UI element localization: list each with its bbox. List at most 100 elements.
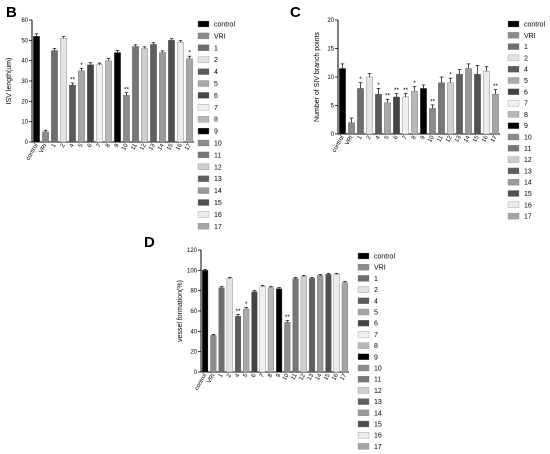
panel-b-bar-vri xyxy=(42,131,49,143)
panel-c-bar-vri xyxy=(348,122,355,135)
panel-b-x-tick-label: VRI xyxy=(39,143,49,155)
panel-c-legend-label: 10 xyxy=(524,135,532,142)
panel-c-significance-mark: ** xyxy=(403,87,409,94)
panel-c-y-tick-label: 10 xyxy=(327,75,334,81)
panel-c-legend-label: 9 xyxy=(524,123,528,130)
panel-b-x-tick-label: 8 xyxy=(105,142,112,148)
panel-b-legend-swatch xyxy=(197,80,210,87)
panel-b-bar-16 xyxy=(177,42,184,143)
panel-d-bar-17 xyxy=(341,282,348,373)
panel-d-legend-label: 11 xyxy=(374,377,381,384)
panel-d-bar-6 xyxy=(251,291,258,373)
panel-d: D 0 20 40 60 80 100 120 vessel formation(%) cont… xyxy=(144,234,395,451)
panel-c-x-tick-label: 17 xyxy=(490,134,499,143)
panel-c-bar-2 xyxy=(366,76,373,135)
panel-c-y-axis-label: Number of SIV branch points xyxy=(314,32,321,122)
panel-b-x-tick-label: 1 xyxy=(51,142,58,148)
panel-b-legend-label: 2 xyxy=(214,57,218,64)
panel-b-bar-control xyxy=(33,36,40,143)
panel-d-legend-swatch xyxy=(357,275,370,282)
panel-c-legend-label: 16 xyxy=(524,202,532,209)
panel-d-y-tick-label: 80 xyxy=(190,289,197,295)
panel-b-legend-label: 14 xyxy=(214,188,222,195)
panel-b-y-tick-label: 20 xyxy=(21,99,28,105)
panel-b-legend-label: 1 xyxy=(214,45,218,52)
panel-c-x-tick-label: 11 xyxy=(436,134,445,143)
panel-b-legend-swatch xyxy=(197,104,210,111)
panel-c-significance-mark: ** xyxy=(394,87,400,94)
panel-b-legend-swatch xyxy=(197,92,210,99)
panel-d-legend-label: 1 xyxy=(374,276,378,283)
panel-c-x-tick-label: 12 xyxy=(445,134,454,143)
panel-c-x-tick-label: 9 xyxy=(420,134,427,140)
panel-b-y-tick-label: 60 xyxy=(21,18,28,24)
panel-d-y-tick-label: 0 xyxy=(194,370,198,376)
panel-c-legend-swatch xyxy=(507,43,520,50)
panel-d-legend-swatch xyxy=(357,409,370,416)
panel-b-x-tick-label: 9 xyxy=(114,142,121,148)
panel-d-y-tick-label: 20 xyxy=(190,350,197,356)
panel-c-legend-swatch xyxy=(507,88,520,95)
panel-d-legend-label: 10 xyxy=(374,366,382,373)
panel-d-legend-swatch xyxy=(357,252,370,260)
panel-b-legend-label: 16 xyxy=(214,212,222,219)
panel-d-legend-label: 2 xyxy=(374,287,378,294)
panel-c-bar-14 xyxy=(465,68,472,135)
panel-c-legend-label: 2 xyxy=(524,55,528,62)
panel-b-x-tick-label: 5 xyxy=(78,142,85,148)
panel-d-x-tick-label: 8 xyxy=(267,372,274,378)
panel-c-significance-mark: * xyxy=(413,80,416,87)
panel-b-legend-label: VRI xyxy=(214,33,226,40)
panel-d-y-tick-label: 40 xyxy=(190,329,197,335)
panel-d-legend-swatch xyxy=(357,342,370,349)
panel-d-x-tick-label: 2 xyxy=(226,372,233,378)
panel-d-legend-swatch xyxy=(357,443,370,450)
panel-b-legend-label: 6 xyxy=(214,93,218,100)
panel-c-legend-swatch xyxy=(507,99,520,107)
panel-d-significance-mark: ** xyxy=(285,314,291,321)
panel-b-x-tick-label: 4 xyxy=(69,142,76,148)
panel-d-bar-10 xyxy=(284,322,291,373)
panel-b-bar-15 xyxy=(168,40,175,143)
panel-b-y-tick-label: 40 xyxy=(21,59,28,65)
panel-b-x-tick-label: 2 xyxy=(60,142,67,148)
panel-b-legend-label: control xyxy=(214,22,235,29)
panel-c-significance-mark: ** xyxy=(430,98,436,105)
panel-d-bar-2 xyxy=(226,278,233,373)
panel-c-legend-swatch xyxy=(507,54,520,62)
panel-b-y-tick-label: 50 xyxy=(21,38,28,44)
panel-d-y-tick-label: 120 xyxy=(187,248,198,254)
panel-c-bar-8 xyxy=(411,91,418,135)
panel-c-x-tick-label: 6 xyxy=(393,134,400,140)
panel-b-legend-label: 12 xyxy=(214,164,222,171)
panel-b-bar-10 xyxy=(123,95,130,143)
panel-b-legend-swatch xyxy=(197,187,210,194)
panel-b-bar-8 xyxy=(105,60,112,143)
panel-c-bar-11 xyxy=(438,82,445,135)
panel-b-bar-17 xyxy=(186,58,193,143)
panel-b-legend-label: 7 xyxy=(214,105,218,112)
panel-d-bar-16 xyxy=(333,274,340,373)
panel-b-bar-2 xyxy=(60,38,67,143)
panel-d-y-axis-label: vessel formation(%) xyxy=(177,280,184,342)
panel-b-bar-6 xyxy=(87,64,94,143)
panel-b-x-tick-label: 12 xyxy=(139,142,148,151)
panel-b-y-axis-label: ISV length(um) xyxy=(6,58,13,105)
panel-d-legend-label: control xyxy=(374,254,395,261)
panel-c-bar-15 xyxy=(474,74,481,135)
panel-d-legend-swatch xyxy=(357,286,370,293)
panel-b-legend-label: 13 xyxy=(214,176,222,183)
panel-d-x-tick-label: 12 xyxy=(298,372,307,381)
panel-c-x-tick-label: 8 xyxy=(411,134,418,140)
panel-c-legend-label: 4 xyxy=(524,67,528,74)
panel-b-legend-swatch xyxy=(197,211,210,218)
panel-d-x-tick-label: 7 xyxy=(259,372,266,378)
panel-c-significance-mark: ** xyxy=(385,93,391,100)
panel-d-significance-mark: ** xyxy=(235,308,241,315)
panel-d-x-tick-label: 10 xyxy=(282,372,291,381)
panel-b-x-tick-label: 10 xyxy=(121,142,130,151)
panel-c-bar-4 xyxy=(375,93,382,135)
panel-c-significance-mark: * xyxy=(359,76,362,83)
panel-b-x-tick-label: 14 xyxy=(157,142,166,151)
